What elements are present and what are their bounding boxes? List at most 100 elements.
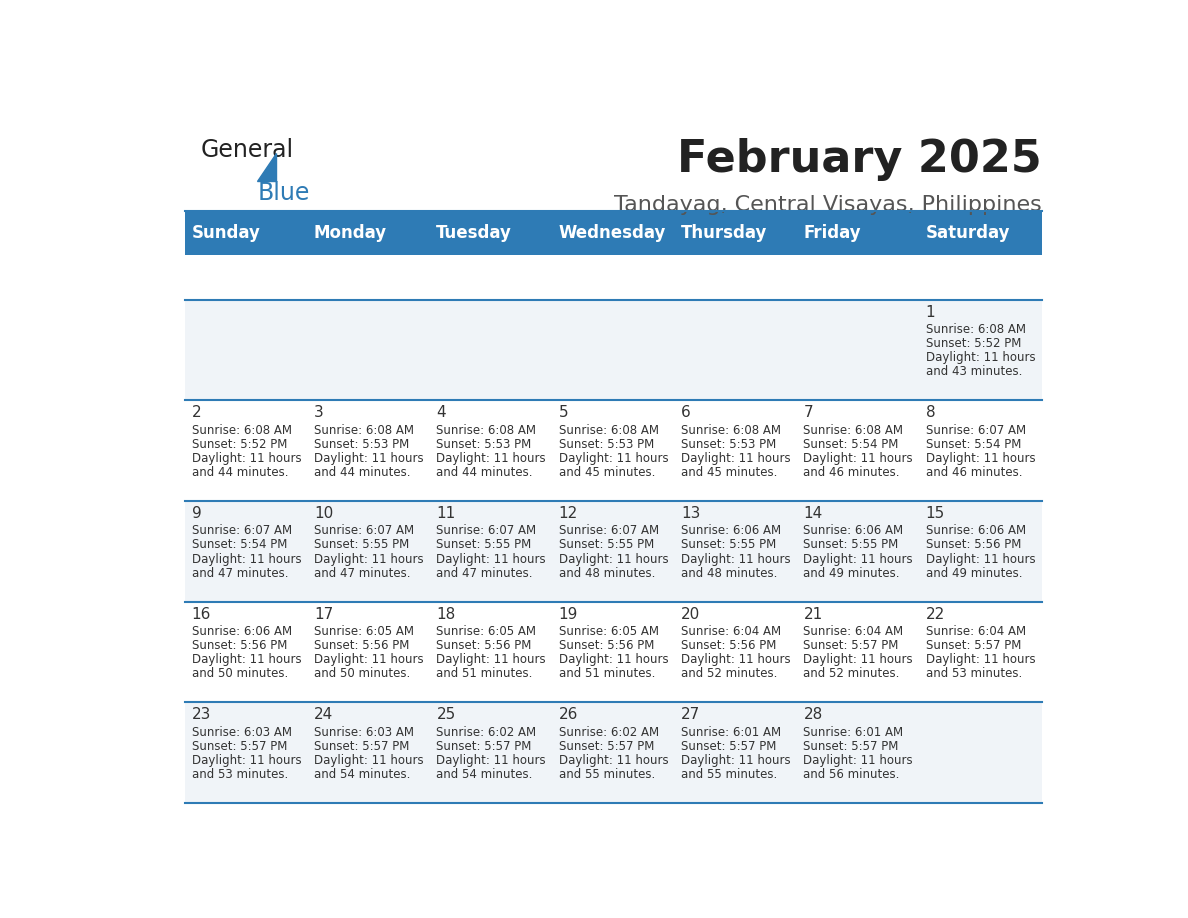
Text: Sunset: 5:54 PM: Sunset: 5:54 PM <box>803 438 899 451</box>
Text: Daylight: 11 hours: Daylight: 11 hours <box>314 452 424 465</box>
Polygon shape <box>257 152 276 181</box>
Text: and 44 minutes.: and 44 minutes. <box>314 466 411 479</box>
FancyBboxPatch shape <box>185 210 308 255</box>
Text: Tandayag, Central Visayas, Philippines: Tandayag, Central Visayas, Philippines <box>614 195 1042 215</box>
Text: Sunset: 5:54 PM: Sunset: 5:54 PM <box>191 538 287 552</box>
Text: 10: 10 <box>314 506 334 521</box>
Text: and 52 minutes.: and 52 minutes. <box>803 667 899 680</box>
Text: and 50 minutes.: and 50 minutes. <box>191 667 287 680</box>
Text: Sunset: 5:57 PM: Sunset: 5:57 PM <box>803 740 899 753</box>
Text: Daylight: 11 hours: Daylight: 11 hours <box>191 553 302 565</box>
Text: and 46 minutes.: and 46 minutes. <box>803 466 899 479</box>
Text: Sunset: 5:57 PM: Sunset: 5:57 PM <box>558 740 655 753</box>
Text: Sunset: 5:57 PM: Sunset: 5:57 PM <box>681 740 777 753</box>
Text: 25: 25 <box>436 707 456 722</box>
Text: 4: 4 <box>436 405 446 420</box>
Text: Daylight: 11 hours: Daylight: 11 hours <box>681 754 791 767</box>
Text: and 55 minutes.: and 55 minutes. <box>681 768 777 781</box>
Text: Sunset: 5:52 PM: Sunset: 5:52 PM <box>191 438 287 451</box>
Text: Daylight: 11 hours: Daylight: 11 hours <box>191 452 302 465</box>
Text: and 54 minutes.: and 54 minutes. <box>314 768 411 781</box>
Text: 3: 3 <box>314 405 324 420</box>
Text: 2: 2 <box>191 405 202 420</box>
FancyBboxPatch shape <box>675 299 797 400</box>
Text: 27: 27 <box>681 707 700 722</box>
Text: Sunrise: 6:03 AM: Sunrise: 6:03 AM <box>314 725 415 739</box>
Text: 12: 12 <box>558 506 579 521</box>
FancyBboxPatch shape <box>920 501 1042 601</box>
Text: Sunrise: 6:02 AM: Sunrise: 6:02 AM <box>436 725 537 739</box>
Text: and 51 minutes.: and 51 minutes. <box>436 667 532 680</box>
FancyBboxPatch shape <box>185 702 308 803</box>
FancyBboxPatch shape <box>552 702 675 803</box>
FancyBboxPatch shape <box>430 702 552 803</box>
Text: General: General <box>201 139 295 162</box>
Text: Sunset: 5:56 PM: Sunset: 5:56 PM <box>925 538 1020 552</box>
Text: and 49 minutes.: and 49 minutes. <box>803 566 899 579</box>
FancyBboxPatch shape <box>185 601 308 702</box>
Text: and 50 minutes.: and 50 minutes. <box>314 667 410 680</box>
Text: Daylight: 11 hours: Daylight: 11 hours <box>558 654 669 666</box>
Text: Daylight: 11 hours: Daylight: 11 hours <box>436 654 546 666</box>
Text: 28: 28 <box>803 707 822 722</box>
Text: Daylight: 11 hours: Daylight: 11 hours <box>436 754 546 767</box>
Text: 20: 20 <box>681 607 700 621</box>
Text: Daylight: 11 hours: Daylight: 11 hours <box>191 654 302 666</box>
Text: Sunrise: 6:07 AM: Sunrise: 6:07 AM <box>436 524 537 537</box>
Text: Daylight: 11 hours: Daylight: 11 hours <box>314 654 424 666</box>
Text: 19: 19 <box>558 607 579 621</box>
Text: Tuesday: Tuesday <box>436 224 512 241</box>
Text: Sunset: 5:53 PM: Sunset: 5:53 PM <box>681 438 776 451</box>
Text: Sunset: 5:57 PM: Sunset: 5:57 PM <box>436 740 532 753</box>
Text: 24: 24 <box>314 707 334 722</box>
FancyBboxPatch shape <box>308 299 430 400</box>
Text: Daylight: 11 hours: Daylight: 11 hours <box>314 754 424 767</box>
Text: 21: 21 <box>803 607 822 621</box>
Text: and 47 minutes.: and 47 minutes. <box>314 566 411 579</box>
Text: Sunrise: 6:04 AM: Sunrise: 6:04 AM <box>925 625 1025 638</box>
Text: and 51 minutes.: and 51 minutes. <box>558 667 655 680</box>
Text: 18: 18 <box>436 607 456 621</box>
Text: Sunrise: 6:07 AM: Sunrise: 6:07 AM <box>925 423 1025 437</box>
Text: 8: 8 <box>925 405 935 420</box>
Text: 22: 22 <box>925 607 944 621</box>
Text: and 55 minutes.: and 55 minutes. <box>558 768 655 781</box>
Text: Daylight: 11 hours: Daylight: 11 hours <box>191 754 302 767</box>
Text: Sunrise: 6:07 AM: Sunrise: 6:07 AM <box>558 524 659 537</box>
Text: 1: 1 <box>925 305 935 319</box>
Text: Sunrise: 6:06 AM: Sunrise: 6:06 AM <box>925 524 1025 537</box>
Text: Sunrise: 6:06 AM: Sunrise: 6:06 AM <box>803 524 904 537</box>
Text: 17: 17 <box>314 607 334 621</box>
Text: Sunset: 5:55 PM: Sunset: 5:55 PM <box>558 538 653 552</box>
Text: Sunrise: 6:05 AM: Sunrise: 6:05 AM <box>558 625 658 638</box>
Text: Sunset: 5:57 PM: Sunset: 5:57 PM <box>314 740 410 753</box>
Text: and 48 minutes.: and 48 minutes. <box>681 566 777 579</box>
Text: Sunrise: 6:08 AM: Sunrise: 6:08 AM <box>558 423 658 437</box>
FancyBboxPatch shape <box>920 210 1042 255</box>
Text: and 47 minutes.: and 47 minutes. <box>436 566 533 579</box>
Text: and 43 minutes.: and 43 minutes. <box>925 365 1022 378</box>
Text: Sunrise: 6:04 AM: Sunrise: 6:04 AM <box>803 625 904 638</box>
Text: Daylight: 11 hours: Daylight: 11 hours <box>925 352 1035 364</box>
FancyBboxPatch shape <box>185 400 308 501</box>
Text: Sunset: 5:56 PM: Sunset: 5:56 PM <box>191 639 287 652</box>
Text: Blue: Blue <box>257 181 310 205</box>
Text: and 47 minutes.: and 47 minutes. <box>191 566 289 579</box>
Text: Sunrise: 6:06 AM: Sunrise: 6:06 AM <box>191 625 292 638</box>
Text: Daylight: 11 hours: Daylight: 11 hours <box>803 654 914 666</box>
Text: and 53 minutes.: and 53 minutes. <box>925 667 1022 680</box>
Text: Sunset: 5:52 PM: Sunset: 5:52 PM <box>925 337 1020 350</box>
Text: Daylight: 11 hours: Daylight: 11 hours <box>314 553 424 565</box>
Text: and 44 minutes.: and 44 minutes. <box>436 466 533 479</box>
Text: February 2025: February 2025 <box>677 139 1042 182</box>
Text: Sunset: 5:55 PM: Sunset: 5:55 PM <box>681 538 776 552</box>
Text: Sunday: Sunday <box>191 224 260 241</box>
FancyBboxPatch shape <box>797 601 920 702</box>
Text: Sunset: 5:56 PM: Sunset: 5:56 PM <box>314 639 410 652</box>
FancyBboxPatch shape <box>552 400 675 501</box>
Text: and 45 minutes.: and 45 minutes. <box>558 466 655 479</box>
Text: Sunrise: 6:08 AM: Sunrise: 6:08 AM <box>191 423 292 437</box>
Text: Daylight: 11 hours: Daylight: 11 hours <box>681 553 791 565</box>
Text: Sunrise: 6:07 AM: Sunrise: 6:07 AM <box>191 524 292 537</box>
Text: Daylight: 11 hours: Daylight: 11 hours <box>925 654 1035 666</box>
